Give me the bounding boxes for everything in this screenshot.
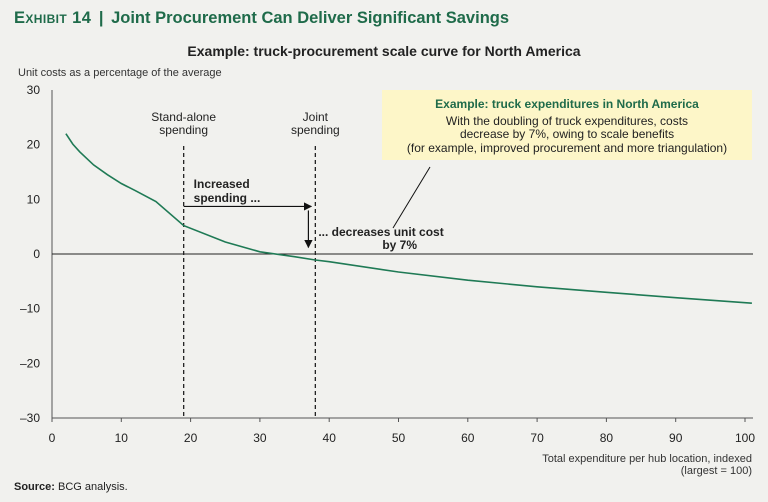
callout-line: (for example, improved procurement and m… xyxy=(407,141,727,155)
callout-line: decrease by 7%, owing to scale benefits xyxy=(460,127,674,141)
x-tick-label: 30 xyxy=(253,431,267,445)
decrease-label: ... decreases unit cost xyxy=(318,225,443,239)
x-tick-label: 20 xyxy=(184,431,198,445)
y-tick-label: –10 xyxy=(20,302,40,316)
y-tick-label: 0 xyxy=(33,247,40,261)
vline-label: spending xyxy=(159,123,208,137)
y-tick-label: 10 xyxy=(27,192,41,206)
x-axis-label: Total expenditure per hub location, inde… xyxy=(542,453,752,465)
y-tick-label: 30 xyxy=(27,83,41,97)
exhibit-label: Exhibit 14 xyxy=(14,9,92,27)
x-tick-label: 70 xyxy=(530,431,544,445)
scale-curve-line xyxy=(65,133,752,304)
increase-label: Increased xyxy=(194,177,250,191)
exhibit-title: Joint Procurement Can Deliver Significan… xyxy=(111,9,510,27)
source-note: Source: BCG analysis. xyxy=(14,481,128,493)
vline-label: spending xyxy=(291,123,340,137)
x-tick-label: 60 xyxy=(461,431,475,445)
chart-title: Example: truck-procurement scale curve f… xyxy=(187,43,581,59)
exhibit-separator: | xyxy=(98,9,104,27)
vline-label: Stand-alone xyxy=(151,110,216,124)
x-tick-label: 90 xyxy=(669,431,683,445)
callout-line: With the doubling of truck expenditures,… xyxy=(446,114,688,128)
y-tick-label: –30 xyxy=(20,411,40,425)
decrease-label: by 7% xyxy=(382,238,417,252)
source-text: BCG analysis. xyxy=(58,481,128,493)
x-tick-label: 80 xyxy=(600,431,614,445)
x-tick-label: 0 xyxy=(49,431,56,445)
source-label: Source: xyxy=(14,481,55,493)
callout-pointer xyxy=(392,166,431,229)
x-axis-label-note: (largest = 100) xyxy=(681,465,752,477)
x-tick-label: 10 xyxy=(115,431,129,445)
x-tick-label: 100 xyxy=(735,431,755,445)
x-tick-label: 40 xyxy=(323,431,337,445)
y-axis-label: Unit costs as a percentage of the averag… xyxy=(18,67,222,79)
y-tick-label: –20 xyxy=(20,356,40,370)
callout-box xyxy=(382,90,752,160)
x-tick-label: 50 xyxy=(392,431,406,445)
increase-label: spending ... xyxy=(194,191,261,205)
y-tick-label: 20 xyxy=(27,138,41,152)
exhibit-header: Exhibit 14 | Joint Procurement Can Deliv… xyxy=(14,9,509,28)
vline-label: Joint xyxy=(303,110,329,124)
callout-title: Example: truck expenditures in North Ame… xyxy=(435,97,699,111)
